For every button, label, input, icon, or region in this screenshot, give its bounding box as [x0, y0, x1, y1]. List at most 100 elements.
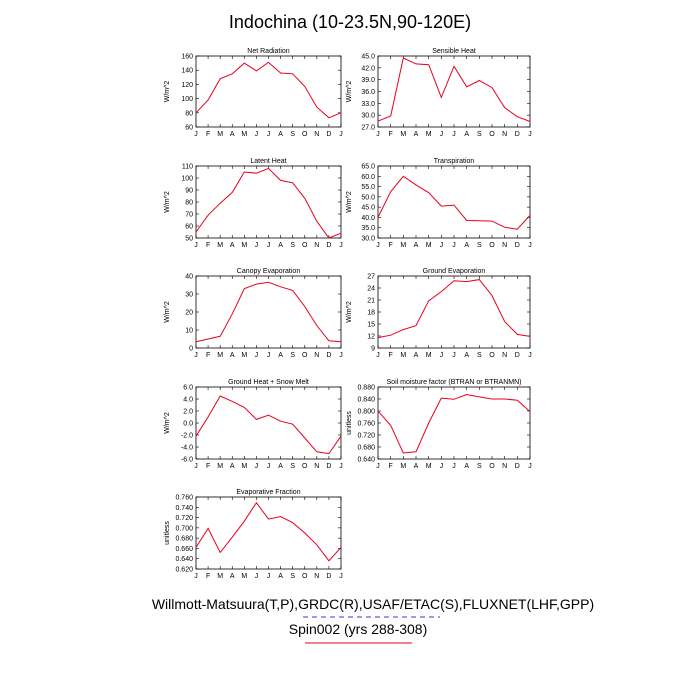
series-line — [195, 61, 342, 119]
x-tick-label: A — [414, 463, 419, 470]
footer-datasets: Willmott-Matsuura(T,P),GRDC(R),USAF/ETAC… — [152, 596, 594, 612]
x-tick-label: F — [389, 463, 393, 470]
x-tick-label: O — [302, 131, 308, 138]
y-axis-label: unitless — [164, 521, 171, 545]
x-tick-label: J — [255, 463, 259, 470]
y-tick-label: 0.660 — [175, 546, 193, 553]
x-tick-label: J — [376, 352, 380, 359]
x-tick-label: D — [515, 242, 520, 249]
x-tick-label: A — [414, 242, 419, 249]
y-axis-label: W/m^2 — [346, 301, 353, 323]
y-tick-label: 0.700 — [175, 525, 193, 532]
x-tick-label: D — [326, 131, 331, 138]
x-tick-label: J — [528, 352, 532, 359]
x-tick-label: F — [206, 131, 210, 138]
x-tick-label: A — [230, 463, 235, 470]
x-tick-label: M — [426, 242, 432, 249]
y-tick-label: 0.0 — [183, 421, 193, 428]
x-tick-label: A — [464, 352, 469, 359]
x-tick-label: J — [339, 573, 343, 580]
x-tick-label: J — [452, 242, 456, 249]
x-tick-label: J — [528, 242, 532, 249]
x-tick-label: O — [489, 352, 495, 359]
y-axis-label: W/m^2 — [164, 301, 171, 323]
panel-4: Transpiration 30.0 35.0 40.0 45.0 50.0 55.0 60.… — [346, 158, 532, 249]
y-tick-label: 30 — [185, 292, 193, 299]
x-tick-label: A — [464, 131, 469, 138]
panel-title: Sensible Heat — [432, 48, 476, 55]
x-tick-label: M — [217, 242, 223, 249]
plot-frame — [377, 275, 531, 349]
y-tick-label: 9 — [371, 346, 375, 353]
y-tick-label: 39.0 — [361, 77, 375, 84]
panel-title: Latent Heat — [250, 158, 286, 165]
y-axis-label: W/m^2 — [164, 191, 171, 213]
x-tick-label: F — [389, 242, 393, 249]
x-tick-label: N — [314, 131, 319, 138]
x-tick-label: J — [440, 131, 444, 138]
x-tick-label: J — [376, 463, 380, 470]
y-tick-label: 160 — [181, 54, 193, 61]
series-line — [377, 393, 531, 454]
series-line — [377, 57, 531, 122]
x-tick-label: J — [194, 242, 198, 249]
x-tick-label: A — [230, 242, 235, 249]
y-tick-label: 30.0 — [361, 236, 375, 243]
x-tick-label: J — [255, 573, 259, 580]
footer-run: Spin002 (yrs 288-308) — [289, 621, 428, 637]
y-tick-label: 0.720 — [175, 515, 193, 522]
x-tick-label: S — [290, 463, 295, 470]
x-tick-label: J — [440, 352, 444, 359]
x-tick-label: N — [314, 242, 319, 249]
x-tick-label: M — [426, 352, 432, 359]
x-tick-label: A — [278, 463, 283, 470]
x-tick-label: D — [515, 463, 520, 470]
x-tick-label: M — [241, 131, 247, 138]
x-tick-label: O — [302, 573, 308, 580]
x-tick-label: N — [314, 463, 319, 470]
y-axis-label: W/m^2 — [346, 81, 353, 103]
y-tick-label: 35.0 — [361, 225, 375, 232]
x-tick-label: M — [241, 463, 247, 470]
x-tick-label: F — [389, 131, 393, 138]
x-tick-label: F — [389, 352, 393, 359]
x-tick-label: S — [290, 352, 295, 359]
y-tick-label: 90 — [185, 188, 193, 195]
x-tick-label: D — [326, 352, 331, 359]
y-tick-label: 27.0 — [361, 125, 375, 132]
panel-7: Ground Heat + Snow Melt -6.0 -4.0 -2.0 0.0 2.… — [164, 379, 343, 470]
x-tick-label: J — [267, 573, 271, 580]
x-tick-label: D — [515, 352, 520, 359]
x-tick-label: J — [440, 463, 444, 470]
x-tick-label: J — [339, 242, 343, 249]
y-tick-label: 42.0 — [361, 65, 375, 72]
y-tick-label: 140 — [181, 68, 193, 75]
panel-title: Transpiration — [434, 158, 475, 165]
x-tick-label: J — [452, 463, 456, 470]
y-tick-label: 21 — [367, 298, 375, 305]
x-tick-label: J — [376, 131, 380, 138]
y-tick-label: 6.0 — [183, 385, 193, 392]
y-tick-label: 65.0 — [361, 164, 375, 171]
x-tick-label: O — [489, 131, 495, 138]
x-tick-label: N — [314, 573, 319, 580]
y-tick-label: 50.0 — [361, 194, 375, 201]
series-line — [195, 167, 342, 239]
y-tick-label: 4.0 — [183, 397, 193, 404]
x-tick-label: N — [502, 463, 507, 470]
x-tick-label: M — [426, 131, 432, 138]
panel-9: Evaporative Fraction 0.620 0.640 0.660 0.680… — [164, 489, 343, 580]
y-tick-label: -4.0 — [181, 445, 193, 452]
x-tick-label: N — [502, 242, 507, 249]
x-tick-label: S — [290, 131, 295, 138]
x-tick-label: M — [241, 352, 247, 359]
x-tick-label: F — [206, 573, 210, 580]
y-tick-label: 45.0 — [361, 205, 375, 212]
x-tick-label: A — [278, 573, 283, 580]
x-tick-label: A — [464, 463, 469, 470]
y-tick-label: 0 — [189, 346, 193, 353]
